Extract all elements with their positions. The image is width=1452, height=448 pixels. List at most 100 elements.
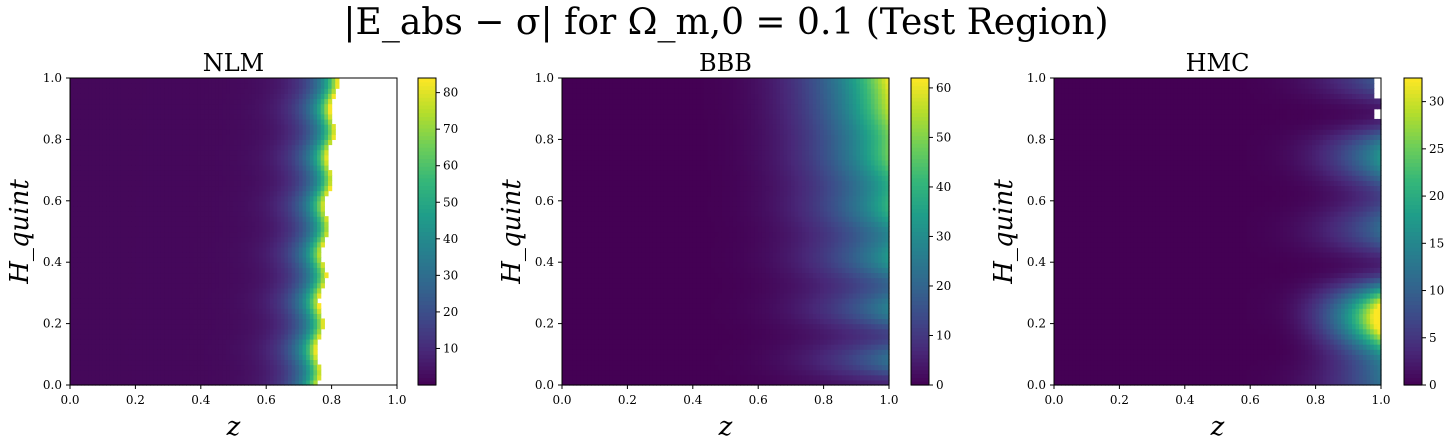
heatmap-cell [135,170,140,176]
heatmap-cell [240,205,245,212]
heatmap-cell [117,364,122,371]
heatmap-cell [284,298,289,304]
heatmap-cell [193,159,198,166]
heatmap-cell [237,364,242,371]
heatmap-cell [164,211,169,217]
heatmap-cell [284,154,289,161]
heatmap-cell [99,231,104,238]
heatmap-cell [131,292,136,299]
heatmap-cell [320,318,325,325]
heatmap-cell [218,282,224,289]
heatmap-cell [229,303,235,309]
heatmap-cell [229,139,235,146]
heatmap-cell [142,251,147,258]
heatmap-cell [168,93,173,100]
heatmap-cell [280,113,285,120]
heatmap-cell [324,144,329,151]
heatmap-cell [233,78,238,84]
heatmap-cell [139,149,144,156]
heatmap-cell [273,88,278,94]
heatmap-cell [182,282,187,289]
heatmap-cell [215,93,220,100]
heatmap-cell [291,185,296,192]
heatmap-cell [99,262,104,268]
heatmap-cell [298,359,304,366]
heatmap-cell [240,349,245,355]
heatmap-cell [182,323,187,330]
heatmap-cell [251,98,256,105]
heatmap-cell [280,103,285,110]
heatmap-cell [88,262,93,268]
heatmap-cell [273,277,278,284]
heatmap-cell [128,236,133,243]
heatmap-cell [160,98,166,105]
heatmap-cell [164,338,169,345]
colorbar-segment [418,266,436,271]
heatmap-cell [594,379,599,386]
heatmap-cell [113,118,118,125]
heatmap-cell [288,374,293,381]
heatmap-cell [109,323,115,330]
heatmap-cell [142,190,147,197]
heatmap-cell [277,83,282,89]
heatmap-cell [153,200,158,207]
heatmap-cell [233,333,238,340]
heatmap-cell [95,205,100,212]
heatmap-cell [80,251,86,258]
heatmap-cell [124,303,129,309]
heatmap-cell [113,159,118,166]
heatmap-cell [266,262,271,268]
heatmap-cell [226,328,231,335]
heatmap-cell [77,262,82,268]
heatmap-cell [113,113,118,120]
heatmap-cell [211,154,216,161]
heatmap-cell [251,262,256,268]
heatmap-cell [266,185,271,192]
heatmap-cell [113,129,118,135]
heatmap-cell [218,359,224,366]
heatmap-cell [135,349,140,355]
heatmap-cell [128,144,133,151]
heatmap-cell [298,144,304,151]
heatmap-cell [226,308,231,314]
heatmap-cell [193,221,198,227]
heatmap-cell [106,379,111,386]
heatmap-cell [77,195,82,202]
heatmap-cell [229,175,235,181]
heatmap-cell [73,185,78,192]
heatmap-cell [139,262,144,268]
heatmap-cell [572,231,578,238]
heatmap-cell [70,124,75,130]
heatmap-cell [204,313,209,320]
heatmap-cell [128,313,133,320]
heatmap-cell [128,190,133,197]
heatmap-cell [583,170,589,176]
heatmap-cell [106,98,111,105]
heatmap-cell [295,374,300,381]
heatmap-cell [171,287,176,294]
heatmap-cell [142,200,147,207]
heatmap-cell [302,139,307,146]
heatmap-cell [77,369,82,376]
heatmap-cell [248,374,253,381]
heatmap-cell [84,149,89,156]
heatmap-cell [229,103,235,110]
heatmap-cell [218,246,224,253]
heatmap-cell [233,216,238,222]
heatmap-cell [80,190,86,197]
heatmap-cell [91,170,97,176]
heatmap-cell [171,257,176,263]
heatmap-cell [306,323,311,330]
heatmap-cell [88,277,93,284]
heatmap-cell [139,298,144,304]
heatmap-cell [189,190,195,197]
heatmap-cell [565,88,570,94]
heatmap-cell [117,164,122,171]
heatmap-cell [80,236,86,243]
heatmap-cell [591,159,596,166]
heatmap-cell [109,308,115,314]
heatmap-cell [218,175,224,181]
heatmap-cell [135,272,140,279]
heatmap-cell [258,139,264,146]
heatmap-cell [157,164,162,171]
